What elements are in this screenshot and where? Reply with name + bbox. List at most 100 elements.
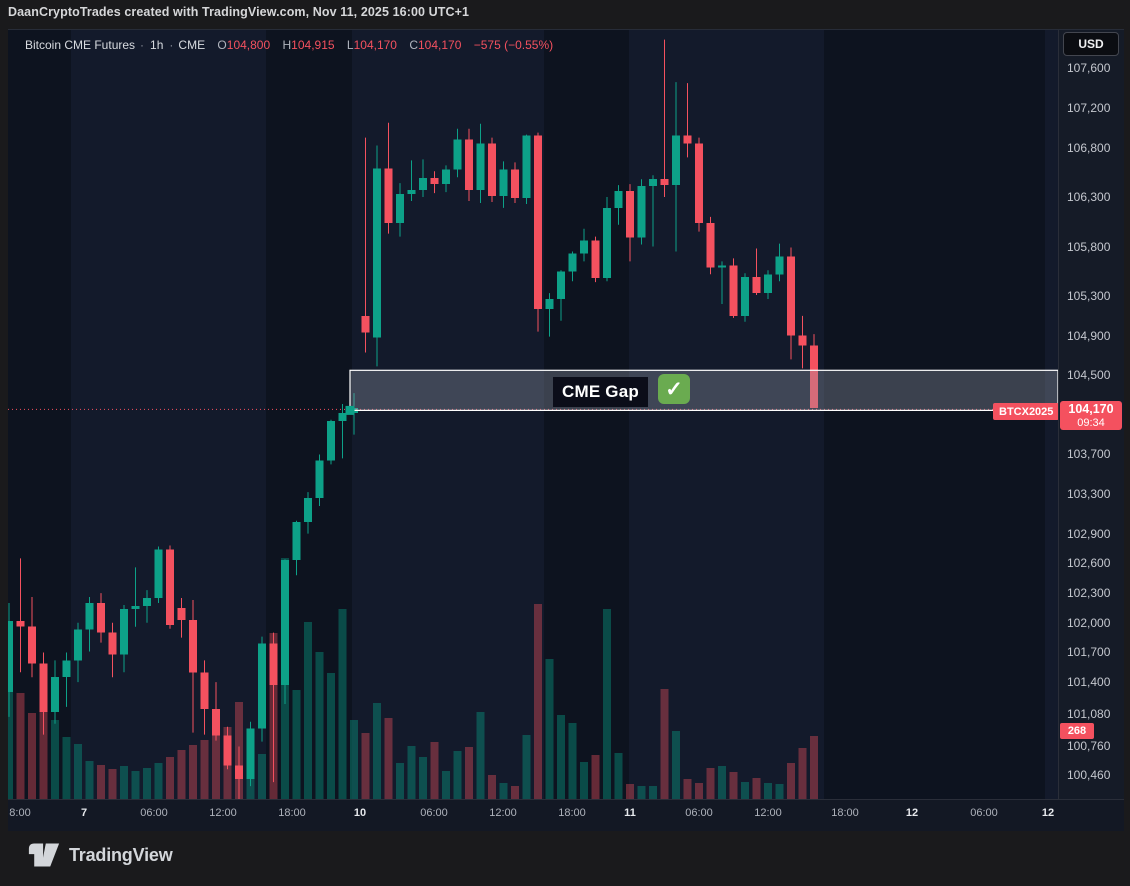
volume-bar (534, 604, 542, 799)
candle-body (51, 677, 59, 712)
candle-body (419, 178, 427, 191)
time-axis-label: 12:00 (754, 807, 782, 819)
session-band (544, 30, 629, 799)
volume-bar (154, 763, 163, 799)
candle-body (522, 135, 531, 199)
session-band (71, 30, 266, 799)
volume-bar (396, 763, 404, 799)
chart-legend[interactable]: Bitcoin CME Futures · 1h · CME O104,800 H104… (25, 38, 554, 52)
time-axis-label: 06:00 (970, 807, 998, 819)
volume-bar (361, 733, 370, 799)
price-axis-label: 102,300 (1067, 586, 1111, 601)
volume-bar (28, 713, 36, 799)
volume-bar (603, 609, 611, 799)
volume-bar (522, 735, 531, 799)
ohlc-high-value: 104,915 (291, 38, 335, 52)
volume-bar (787, 763, 795, 799)
volume-bar (304, 622, 312, 799)
candle-body (131, 605, 140, 609)
legend-exchange: CME (178, 38, 206, 52)
price-axis-label: 104,500 (1067, 368, 1111, 383)
volume-bar (327, 673, 335, 799)
volume-bar (706, 768, 715, 799)
ohlc-close-value: 104,170 (418, 38, 462, 52)
volume-bar (591, 755, 600, 799)
time-axis-label: 8:00 (9, 807, 31, 819)
candle-body (235, 765, 243, 780)
volume-bar (775, 784, 784, 799)
candle-body (315, 460, 324, 499)
tradingview-logo-text: TradingView (69, 844, 173, 865)
volume-bar (764, 783, 772, 799)
candle-body (810, 345, 818, 408)
volume-bar (660, 689, 669, 799)
candle-body (488, 143, 496, 197)
time-axis-label: 06:00 (140, 807, 168, 819)
candle-body (166, 549, 174, 625)
volume-bar (373, 703, 381, 799)
candle-body (476, 143, 485, 191)
volume-bar (430, 742, 439, 799)
candle-body (258, 643, 266, 729)
legend-timeframe[interactable]: 1h (150, 38, 164, 52)
volume-bar (752, 778, 761, 799)
legend-symbol[interactable]: Bitcoin CME Futures (25, 38, 136, 52)
time-axis-label: 18:00 (278, 807, 306, 819)
volume-bar (798, 748, 807, 799)
volume-bar (695, 783, 703, 799)
price-axis-label: 103,700 (1067, 447, 1111, 462)
candle-body (396, 194, 404, 223)
tradingview-logo-icon (28, 843, 60, 867)
cme-gap-annotation-label[interactable]: CME Gap (553, 377, 648, 407)
candle-body (97, 602, 105, 633)
panel-top-border (8, 29, 1124, 30)
candle-body (442, 169, 450, 185)
currency-toggle-button[interactable]: USD (1063, 32, 1119, 56)
volume-bar (511, 786, 519, 799)
cme-gap-box[interactable] (349, 369, 1058, 411)
volume-bar (465, 747, 473, 799)
candle-body (591, 240, 600, 279)
volume-bar (74, 744, 82, 799)
candle-body (741, 277, 749, 316)
candle-body (626, 191, 634, 238)
candle-body (729, 265, 738, 316)
price-axis-label: 101,400 (1067, 675, 1111, 690)
tradingview-branding[interactable]: TradingView (28, 842, 173, 868)
time-axis-label: 06:00 (685, 807, 713, 819)
price-axis-label: 100,760 (1067, 738, 1111, 753)
volume-bar (384, 718, 393, 799)
candle-body (465, 139, 473, 191)
candle-body (637, 186, 646, 238)
volume-bar (212, 734, 220, 799)
candle-body (361, 315, 370, 333)
candle-body (787, 256, 795, 336)
last-price-value: 104,170 (1068, 402, 1114, 416)
volume-bar (62, 737, 71, 799)
drawing-anchor-handle[interactable] (345, 405, 355, 415)
candle-body (304, 498, 312, 522)
volume-bar (131, 771, 140, 799)
candle-body (798, 335, 807, 346)
candle-body (775, 256, 784, 275)
ohlc-open-value: 104,800 (226, 38, 271, 52)
candle-body (499, 169, 508, 197)
price-axis[interactable]: USD 107,600 107,200 106,800 106,300 105,800 1… (1058, 30, 1124, 799)
time-axis-label: 12:00 (209, 807, 237, 819)
volume-bar (810, 736, 818, 799)
chart-canvas[interactable] (8, 30, 1058, 799)
volume-value-tag: 268 (1060, 723, 1094, 739)
candle-body (28, 626, 36, 664)
candle-body (752, 277, 761, 294)
volume-bar (626, 784, 634, 799)
time-axis-label: 12 (1041, 807, 1055, 819)
volume-bar (442, 771, 450, 799)
ohlc-high-label: H (282, 38, 292, 52)
candle-body (62, 660, 71, 678)
candle-body (706, 222, 715, 268)
session-band (629, 30, 824, 799)
volume-bar (649, 786, 657, 799)
time-axis[interactable]: 8:00 7 06:00 12:00 18:00 10 06:00 12:00 18:00 11 0… (8, 799, 1124, 831)
volume-bar (97, 765, 105, 799)
